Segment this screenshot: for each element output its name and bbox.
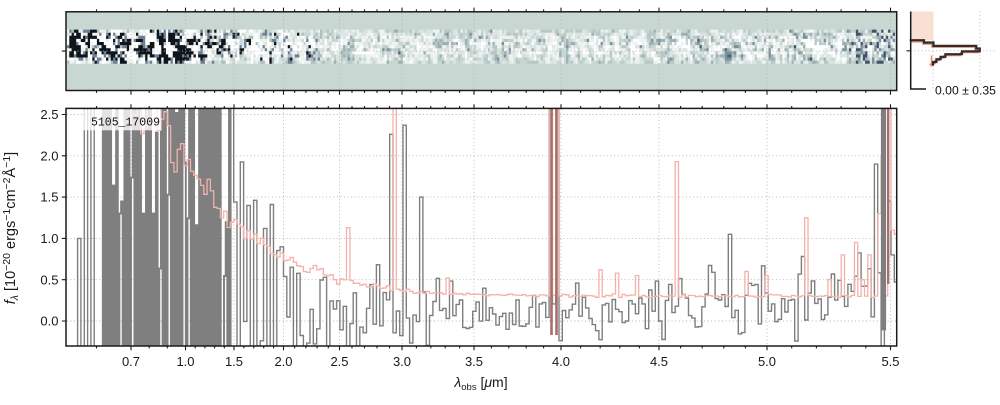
svg-text:2.0: 2.0 <box>274 354 292 369</box>
svg-text:1.0: 1.0 <box>176 354 194 369</box>
svg-text:3.0: 3.0 <box>393 354 411 369</box>
svg-text:2.5: 2.5 <box>40 107 58 122</box>
svg-text:4.0: 4.0 <box>552 354 570 369</box>
svg-text:2.5: 2.5 <box>330 354 348 369</box>
svg-text:λobs [μm]: λobs [μm] <box>453 374 507 393</box>
svg-text:4.5: 4.5 <box>650 354 668 369</box>
svg-text:0.0: 0.0 <box>40 314 58 329</box>
svg-text:1.5: 1.5 <box>40 190 58 205</box>
svg-text:0.7: 0.7 <box>122 354 140 369</box>
svg-text:5.5: 5.5 <box>881 354 899 369</box>
svg-text:1.0: 1.0 <box>40 231 58 246</box>
svg-text:2.0: 2.0 <box>40 148 58 163</box>
svg-text:5105_17009: 5105_17009 <box>91 117 160 130</box>
svg-text:1.5: 1.5 <box>225 354 243 369</box>
svg-text:fλ [10−20 ergs−1cm−2Å−1]: fλ [10−20 ergs−1cm−2Å−1] <box>1 152 21 304</box>
svg-text:0.5: 0.5 <box>40 272 58 287</box>
svg-text:3.5: 3.5 <box>465 354 483 369</box>
svg-text:5.0: 5.0 <box>758 354 776 369</box>
svg-text:0.00 ± 0.35: 0.00 ± 0.35 <box>935 84 996 98</box>
